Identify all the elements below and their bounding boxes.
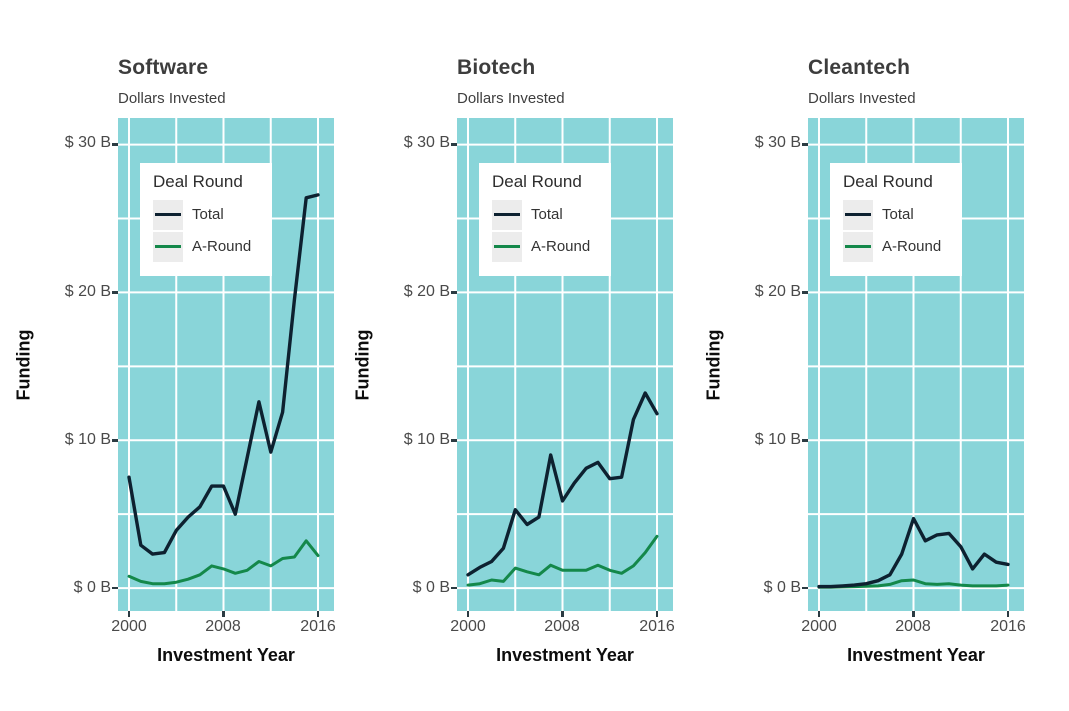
series-line-total (127, 193, 320, 556)
axis-tick (112, 439, 118, 442)
plot-panel: Deal Round Total A-Round (118, 118, 334, 611)
y-tick-label: $ 10 B (403, 431, 450, 448)
series-line-total (466, 391, 659, 577)
plot-lines (808, 118, 1024, 611)
legend-label: Total (882, 206, 914, 223)
x-axis-title: Investment Year (157, 645, 295, 665)
legend-entry-a-round: A-Round (492, 231, 611, 262)
axis-tick (802, 439, 808, 442)
x-axis-title: Investment Year (847, 645, 985, 665)
axis-tick (222, 611, 225, 617)
legend: Deal Round Total A-Round (479, 163, 611, 276)
axis-tick (316, 611, 320, 617)
axis-tick (561, 611, 564, 617)
y-tick-label: $ 0 B (412, 579, 450, 596)
chart-title: Biotech (457, 56, 536, 79)
x-tick-label: 2008 (895, 618, 931, 635)
legend-key-a-round-icon (843, 231, 873, 262)
legend-key-total-icon (843, 199, 873, 230)
legend-title: Deal Round (492, 172, 582, 191)
x-tick-label: 2016 (300, 618, 336, 635)
y-tick-label: $ 10 B (754, 431, 801, 448)
axis-tick (451, 143, 457, 146)
x-tick-label: 2008 (205, 618, 241, 635)
x-tick-label: 2000 (801, 618, 837, 635)
y-tick-label: $ 20 B (64, 283, 111, 300)
legend: Deal Round Total A-Round (830, 163, 962, 276)
legend-entry-total: Total (843, 199, 962, 230)
axis-tick (451, 586, 457, 590)
legend-entry-a-round: A-Round (153, 231, 272, 262)
y-tick-label: $ 10 B (64, 431, 111, 448)
legend: Deal Round Total A-Round (140, 163, 272, 276)
y-axis-title: Funding (352, 329, 373, 401)
y-tick-label: $ 0 B (73, 579, 111, 596)
y-tick-label: $ 30 B (754, 134, 801, 151)
y-tick-label: $ 0 B (763, 579, 801, 596)
axis-tick (112, 143, 118, 146)
chart-biotech: Biotech Dollars Invested Funding $ 30 B … (342, 0, 687, 700)
legend-title: Deal Round (153, 172, 243, 191)
axis-tick (802, 143, 808, 146)
axis-tick (802, 586, 808, 590)
x-axis-title: Investment Year (496, 645, 634, 665)
series-line-a-round (127, 539, 320, 586)
plot-panel: Deal Round Total A-Round (457, 118, 673, 611)
legend-label: Total (192, 206, 224, 223)
axis-tick (466, 611, 470, 617)
axis-tick (127, 611, 131, 617)
series-line-a-round (466, 534, 659, 587)
x-tick-label: 2000 (111, 618, 147, 635)
legend-entry-total: Total (153, 199, 272, 230)
legend-label: Total (531, 206, 563, 223)
legend-key-a-round-icon (153, 231, 183, 262)
y-tick-label: $ 30 B (403, 134, 450, 151)
axis-tick (451, 291, 457, 294)
axis-tick (451, 439, 457, 442)
axis-tick (112, 291, 118, 294)
chart-cleantech: Cleantech Dollars Invested Funding $ 30 … (693, 0, 1038, 700)
chart-subtitle: Dollars Invested (457, 90, 565, 107)
x-tick-label: 2000 (450, 618, 486, 635)
x-tick-label: 2016 (639, 618, 675, 635)
x-tick-label: 2008 (544, 618, 580, 635)
chart-subtitle: Dollars Invested (808, 90, 916, 107)
plot-panel: Deal Round Total A-Round (808, 118, 1024, 611)
chart-subtitle: Dollars Invested (118, 90, 226, 107)
y-tick-label: $ 20 B (754, 283, 801, 300)
legend-label: A-Round (531, 238, 591, 255)
axis-tick (817, 611, 821, 617)
axis-tick (112, 586, 118, 590)
series-line-total (817, 516, 1010, 589)
y-tick-label: $ 20 B (403, 283, 450, 300)
axis-tick (912, 611, 915, 617)
chart-title: Software (118, 56, 209, 79)
legend-key-a-round-icon (492, 231, 522, 262)
legend-entry-total: Total (492, 199, 611, 230)
legend-key-total-icon (153, 199, 183, 230)
legend-entry-a-round: A-Round (843, 231, 962, 262)
chart-software: Software Dollars Invested Funding $ 30 B… (3, 0, 348, 700)
axis-tick (655, 611, 659, 617)
y-axis-title: Funding (13, 329, 34, 401)
legend-label: A-Round (192, 238, 252, 255)
legend-key-total-icon (492, 199, 522, 230)
axis-tick (802, 291, 808, 294)
y-axis-title: Funding (703, 329, 724, 401)
chart-title: Cleantech (808, 56, 911, 79)
legend-title: Deal Round (843, 172, 933, 191)
legend-label: A-Round (882, 238, 942, 255)
x-tick-label: 2016 (990, 618, 1026, 635)
axis-tick (1006, 611, 1010, 617)
y-tick-label: $ 30 B (64, 134, 111, 151)
